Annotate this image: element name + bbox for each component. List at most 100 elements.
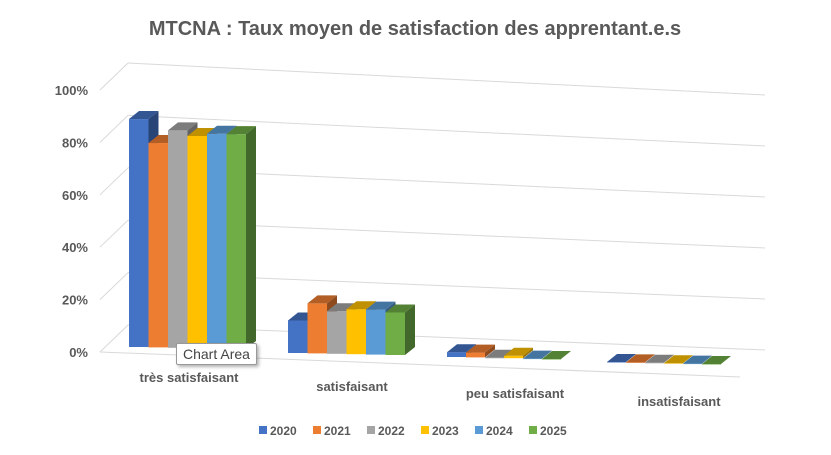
bar-2025-3 xyxy=(702,356,731,365)
bar-front xyxy=(226,134,246,349)
bar-front xyxy=(288,320,308,353)
bar-front xyxy=(683,363,702,365)
bar-front xyxy=(385,312,405,355)
bar-front xyxy=(366,309,386,355)
y-tick-label: 20% xyxy=(62,293,88,308)
bar-2025-1 xyxy=(385,304,415,355)
bar-side xyxy=(485,344,495,358)
gridline xyxy=(127,114,766,147)
bar-top xyxy=(504,347,533,356)
bar-top xyxy=(307,295,337,304)
bar-top xyxy=(385,304,415,313)
bar-front xyxy=(542,359,561,360)
bar-2022-3 xyxy=(645,354,674,364)
gridline-wall xyxy=(99,219,129,248)
y-tick-label: 80% xyxy=(62,135,88,150)
chart-title: MTCNA : Taux moyen de satisfaction des a… xyxy=(149,18,681,40)
legend-swatch xyxy=(421,426,429,434)
bar-front xyxy=(664,363,683,364)
bar-top xyxy=(346,301,376,310)
bar-top xyxy=(523,350,552,359)
y-tick-label: 60% xyxy=(62,188,88,203)
bar-top xyxy=(366,301,396,310)
bar-top xyxy=(187,127,217,136)
bar-front xyxy=(327,311,347,354)
legend-item-2021: 2021 xyxy=(313,424,351,438)
bar-front xyxy=(307,303,327,354)
bar-top xyxy=(226,126,256,135)
bar-top xyxy=(645,354,674,363)
gridline-wall xyxy=(99,324,129,353)
bar-top xyxy=(485,349,514,358)
gridline-wall xyxy=(99,272,129,300)
bar-top xyxy=(207,125,237,134)
legend-item-2024: 2024 xyxy=(475,424,513,438)
bar-front xyxy=(466,352,485,358)
bar-side xyxy=(523,347,533,359)
bar-2023-2 xyxy=(504,347,533,359)
legend-label: 2025 xyxy=(540,424,567,438)
bar-2022-2 xyxy=(485,349,514,359)
y-tick-label: 0% xyxy=(69,345,88,360)
gridline-wall xyxy=(99,62,129,91)
legend-item-2025: 2025 xyxy=(529,424,567,438)
legend-label: 2021 xyxy=(324,424,351,438)
bar-top xyxy=(542,351,571,359)
legend-swatch xyxy=(259,426,267,434)
bar-front xyxy=(626,362,645,363)
legend-label: 2022 xyxy=(378,424,405,438)
x-category-label: satisfaisant xyxy=(316,379,388,394)
bar-2021-3 xyxy=(626,354,655,363)
bar-front xyxy=(168,130,188,348)
y-tick-label: 40% xyxy=(62,240,88,255)
bar-front xyxy=(504,355,523,359)
bar-top xyxy=(626,354,655,363)
bar-front xyxy=(187,135,207,349)
legend-label: 2023 xyxy=(432,424,459,438)
bar-top xyxy=(664,355,693,364)
legend-swatch xyxy=(367,426,375,434)
gridline xyxy=(127,62,766,96)
x-category-label: très satisfaisant xyxy=(140,370,240,385)
bar-top xyxy=(702,356,731,364)
bar-front xyxy=(148,143,168,348)
y-tick-label: 100% xyxy=(55,83,89,98)
legend-swatch xyxy=(529,426,537,434)
bar-top xyxy=(683,355,712,364)
bar-2025-2 xyxy=(542,351,571,360)
bar-front xyxy=(207,133,227,349)
bar-front xyxy=(346,309,366,355)
bar-front xyxy=(485,357,504,359)
bar-2024-3 xyxy=(683,355,712,365)
x-category-label: peu satisfaisant xyxy=(466,386,565,401)
bar-2024-2 xyxy=(523,350,552,360)
chart-area-tooltip: Chart Area xyxy=(176,343,257,365)
gridline-wall xyxy=(99,167,129,196)
bar-2020-3 xyxy=(607,354,636,363)
bar-2021-2 xyxy=(466,344,495,358)
bar-side xyxy=(246,126,256,349)
bar-top xyxy=(447,344,476,353)
bar-front xyxy=(129,119,149,347)
legend-swatch xyxy=(475,426,483,434)
bar-top xyxy=(466,344,495,353)
legend-label: 2024 xyxy=(486,424,513,438)
bar-top xyxy=(168,122,198,131)
x-category-label: insatisfaisant xyxy=(637,394,721,409)
bar-2023-3 xyxy=(664,355,693,364)
bar-front xyxy=(523,358,542,360)
legend-label: 2020 xyxy=(270,424,297,438)
bar-top xyxy=(327,303,357,312)
legend-swatch xyxy=(313,426,321,434)
legend-item-2020: 2020 xyxy=(259,424,297,438)
bar-front xyxy=(702,364,721,365)
legend-item-2023: 2023 xyxy=(421,424,459,438)
bar-side xyxy=(405,304,415,355)
bar-top xyxy=(129,111,159,120)
legend-item-2022: 2022 xyxy=(367,424,405,438)
bar-2025-0 xyxy=(226,126,256,349)
bar-top xyxy=(607,354,636,362)
bar-front xyxy=(645,362,664,364)
